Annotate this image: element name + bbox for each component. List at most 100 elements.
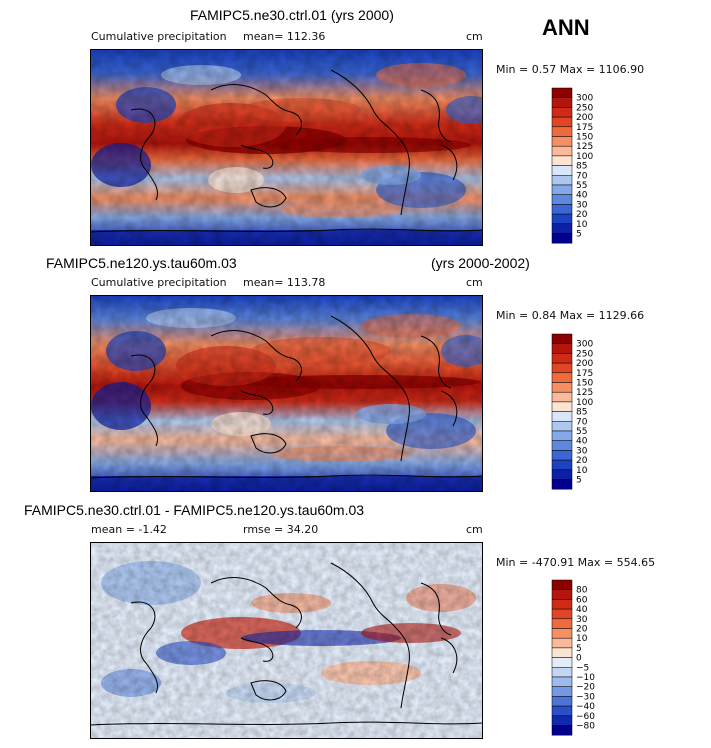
colorbar-box [551, 421, 573, 432]
panel-1-minmax: Min = 0.57 Max = 1106.90 [496, 63, 645, 76]
colorbar-tick-label: 10 [576, 634, 588, 644]
colorbar-box [551, 450, 573, 461]
panel-2-map [90, 295, 483, 492]
colorbar-tick-label: 70 [576, 417, 588, 427]
colorbar-box [551, 579, 573, 590]
colorbar-tick-label: 30 [576, 200, 588, 210]
colorbar-box [551, 184, 573, 195]
colorbar-box [551, 589, 573, 600]
colorbar-box [551, 430, 573, 441]
colorbar-box [551, 479, 573, 490]
colorbar-tick-label: 175 [576, 123, 593, 133]
panel-3-title: FAMIPC5.ne30.ctrl.01 - FAMIPC5.ne120.ys.… [24, 502, 365, 518]
colorbar-box [551, 696, 573, 707]
colorbar-tick-label: 10 [576, 466, 588, 476]
colorbar-box [551, 362, 573, 374]
colorbar-tick-label: 200 [576, 113, 593, 123]
colorbar-box [551, 116, 573, 128]
colorbar-box [551, 599, 573, 610]
colorbar-box [551, 618, 573, 629]
colorbar-box [551, 715, 573, 726]
colorbar-box [551, 647, 573, 658]
panel-3-colorbar: 80 60 40 30 20 10 5 0 −5 −10 −20 −30 −40 −60 −80 [551, 579, 612, 736]
panel-2-units: cm [466, 276, 483, 289]
colorbar-tick-label: 5 [576, 230, 582, 240]
colorbar-tick-label: −20 [576, 683, 595, 693]
colorbar-tick-label: 300 [576, 94, 593, 104]
colorbar-box [551, 725, 573, 736]
colorbar-box [551, 440, 573, 451]
panel-3-minmax: Min = -470.91 Max = 554.65 [496, 556, 656, 569]
colorbar-box [551, 233, 573, 244]
panel-1-units: cm [466, 30, 483, 43]
panel-2-years: (yrs 2000-2002) [431, 255, 530, 271]
panel-2-title: FAMIPC5.ne120.ys.tau60m.03 [46, 255, 237, 271]
panel-3-mean: mean = -1.42 [91, 523, 167, 536]
colorbar-box [551, 165, 573, 176]
colorbar-tick-label: 20 [576, 625, 588, 635]
colorbar-box [551, 637, 573, 649]
colorbar-tick-label: 5 [576, 644, 582, 654]
colorbar-tick-label: 55 [576, 427, 587, 437]
colorbar-tick-label: 20 [576, 456, 588, 466]
colorbar-box [551, 353, 573, 364]
colorbar-tick-label: 85 [576, 162, 587, 172]
colorbar-tick-label: 10 [576, 220, 588, 230]
panel-2-left-stat: Cumulative precipitation [91, 276, 227, 289]
colorbar-box [551, 333, 573, 344]
colorbar-box [551, 372, 573, 383]
colorbar-tick-label: 175 [576, 369, 593, 379]
panel-3-map [90, 542, 483, 739]
colorbar-tick-label: 100 [576, 398, 593, 408]
colorbar-box [551, 469, 573, 480]
colorbar-tick-label: 5 [576, 476, 582, 486]
colorbar-tick-label: −10 [576, 673, 595, 683]
colorbar-tick-label: −30 [576, 692, 595, 702]
colorbar-tick-label: 30 [576, 615, 588, 625]
panel-1-left-stat: Cumulative precipitation [91, 30, 227, 43]
colorbar-box [551, 87, 573, 98]
colorbar-box [551, 213, 573, 225]
season-label: ANN [542, 15, 590, 40]
colorbar-box [551, 204, 573, 215]
colorbar-box [551, 194, 573, 205]
colorbar-box [551, 411, 573, 422]
colorbar-box [551, 676, 573, 687]
panel-1-mean: mean= 112.36 [243, 30, 326, 43]
colorbar-box [551, 705, 573, 717]
colorbar-tick-label: 125 [576, 142, 593, 152]
panel-1-map [90, 49, 483, 246]
colorbar-box [551, 343, 573, 354]
panel-1-title: FAMIPC5.ne30.ctrl.01 (yrs 2000) [190, 7, 394, 23]
panel-2-colorbar: 300 250 200 175 150 125 100 85 70 55 40 30 20 10 5 [551, 333, 612, 490]
colorbar-tick-label: −80 [576, 722, 595, 732]
colorbar-box [551, 667, 573, 678]
colorbar-tick-label: −5 [576, 663, 589, 673]
colorbar-tick-label: 200 [576, 359, 593, 369]
colorbar-box [551, 107, 573, 118]
colorbar-tick-label: 40 [576, 605, 588, 615]
colorbar-box [551, 459, 573, 471]
colorbar-box [551, 155, 573, 166]
colorbar-tick-label: 150 [576, 379, 593, 389]
colorbar-tick-label: 85 [576, 408, 587, 418]
panel-2-mean: mean= 113.78 [243, 276, 326, 289]
colorbar-box [551, 608, 573, 620]
colorbar-box [551, 401, 573, 412]
panel-3-units: cm [466, 523, 483, 536]
colorbar-tick-label: 0 [576, 654, 582, 664]
colorbar-tick-label: 30 [576, 446, 588, 456]
colorbar-box [551, 97, 573, 108]
colorbar-tick-label: 250 [576, 349, 593, 359]
colorbar-tick-label: −40 [576, 702, 595, 712]
panel-1-colorbar: 300 250 200 175 150 125 100 85 70 55 40 30 20 10 5 [551, 87, 612, 244]
colorbar-tick-label: 100 [576, 152, 593, 162]
panel-2-minmax: Min = 0.84 Max = 1129.66 [496, 309, 645, 322]
colorbar-box [551, 175, 573, 186]
colorbar-tick-label: 40 [576, 191, 588, 201]
colorbar-box [551, 382, 573, 393]
colorbar-tick-label: 55 [576, 181, 587, 191]
colorbar-box [551, 391, 573, 403]
colorbar-box [551, 126, 573, 137]
